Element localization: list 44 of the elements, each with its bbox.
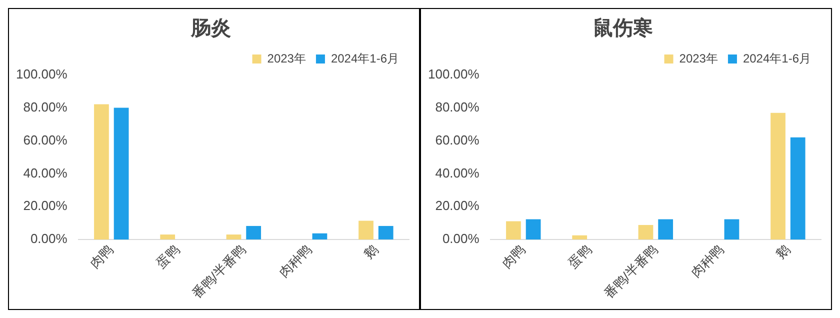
y-tick-label: 0.00% (30, 231, 68, 246)
y-tick-label: 80.00% (23, 99, 68, 114)
bar (724, 219, 740, 240)
chart-title: 肠炎 (190, 18, 231, 40)
y-tick-label: 80.00% (435, 99, 480, 114)
x-tick-label: 番鸭/半番鸭 (601, 242, 660, 302)
bar (94, 104, 109, 240)
legend-label: 2024年1-6月 (742, 51, 812, 66)
legend-label: 2023年 (267, 51, 306, 66)
y-tick-label: 60.00% (435, 132, 480, 148)
bar (246, 226, 262, 240)
y-tick-label: 0.00% (442, 231, 480, 246)
y-tick-label: 100.00% (16, 66, 68, 82)
y-tick-label: 20.00% (23, 198, 68, 214)
chart-title: 鼠伤寒 (593, 16, 653, 40)
bar (226, 234, 242, 240)
y-tick-label: 60.00% (23, 132, 68, 148)
x-tick-label: 鹅 (360, 242, 381, 262)
bar (114, 108, 129, 240)
bar (790, 137, 806, 240)
x-tick-label: 肉鸭 (87, 242, 116, 272)
y-tick-label: 40.00% (23, 165, 68, 180)
bar (526, 219, 541, 240)
bar (572, 235, 588, 240)
bar (658, 219, 674, 240)
x-tick-label: 番鸭/半番鸭 (189, 242, 248, 302)
x-tick-label: 蛋鸭 (565, 242, 594, 272)
bar (506, 221, 521, 240)
bar (160, 234, 176, 240)
bar (312, 233, 328, 240)
bar (638, 224, 654, 240)
x-tick-label: 肉鸭 (499, 242, 528, 272)
bar (770, 112, 786, 240)
x-tick-label: 蛋鸭 (153, 242, 182, 272)
y-tick-label: 20.00% (435, 198, 480, 214)
x-tick-label: 鹅 (772, 242, 793, 262)
x-tick-label: 肉种鸭 (688, 242, 726, 280)
legend-label: 2023年 (679, 51, 718, 66)
y-tick-label: 40.00% (435, 165, 480, 180)
bar (378, 226, 394, 240)
x-tick-label: 肉种鸭 (276, 242, 314, 280)
y-tick-label: 100.00% (428, 66, 480, 82)
bar (358, 220, 374, 240)
legend-label: 2024年1-6月 (330, 51, 400, 66)
